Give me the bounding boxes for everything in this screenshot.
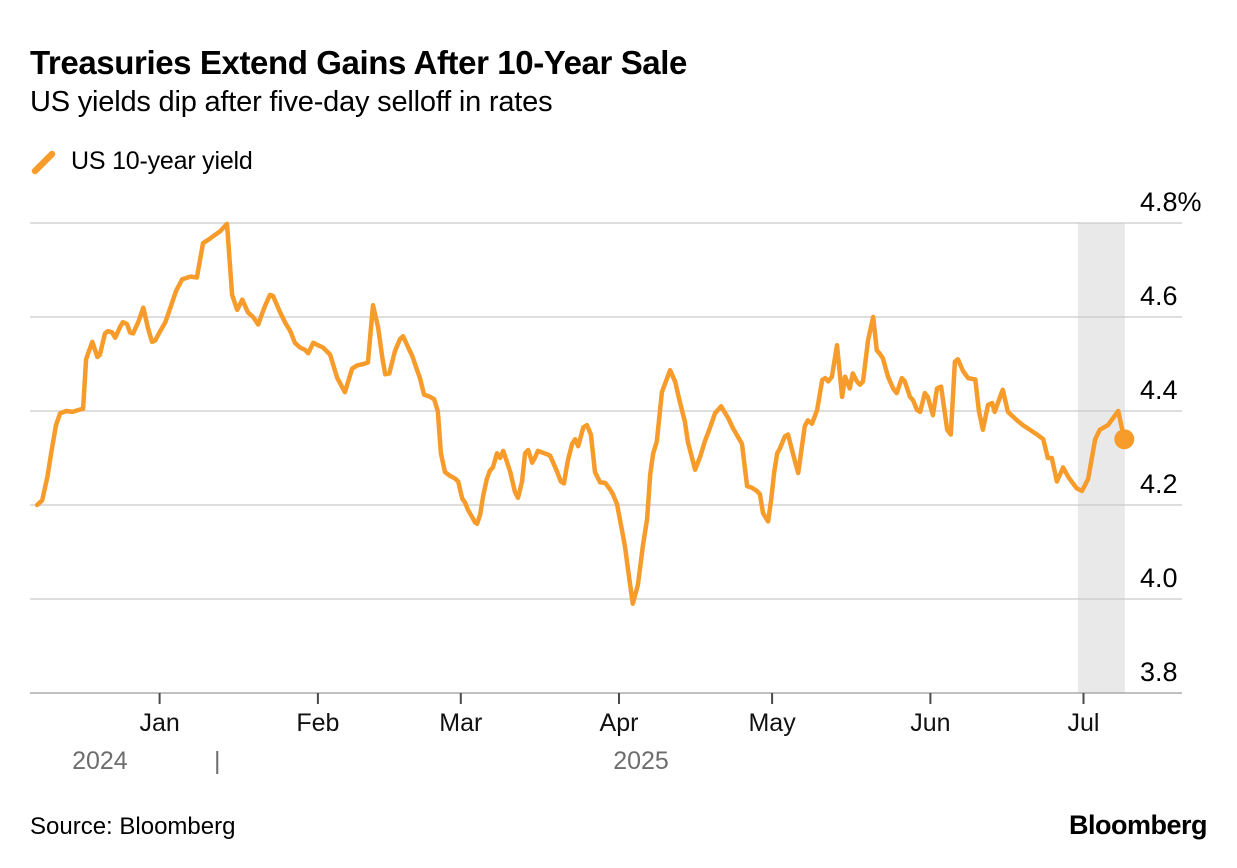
- series-marker-icon: [31, 150, 56, 174]
- series-end-dot: [1114, 429, 1135, 450]
- chart-title: Treasuries Extend Gains After 10-Year Sa…: [30, 44, 687, 81]
- legend: US 10-year yield: [30, 147, 253, 176]
- month-label: Apr: [600, 709, 639, 737]
- chart-subtitle: US yields dip after five-day selloff in …: [30, 86, 553, 118]
- y-axis-label: 4.0: [1140, 563, 1178, 593]
- series-line: [34, 221, 1127, 606]
- year-label: |: [214, 747, 221, 775]
- year-label: 2024: [72, 747, 128, 775]
- highlight-band: [1077, 223, 1125, 693]
- legend-series-label: US 10-year yield: [71, 147, 253, 175]
- month-label: Jan: [139, 709, 179, 737]
- bloomberg-logo: Bloomberg: [1068, 810, 1208, 840]
- month-label: Jun: [910, 709, 950, 737]
- y-axis-label: 4.6: [1140, 281, 1178, 311]
- y-axis-label: 4.4: [1140, 375, 1178, 405]
- month-label: May: [748, 709, 796, 737]
- y-axis-label: 4.8%: [1140, 187, 1202, 217]
- source-note: Source: Bloomberg: [30, 813, 236, 840]
- y-axis-label: 3.8: [1140, 657, 1178, 687]
- month-label: Feb: [296, 709, 339, 737]
- y-axis-label: 4.2: [1140, 469, 1178, 499]
- month-label: Mar: [439, 709, 482, 737]
- series-marker-stroke: [31, 150, 56, 174]
- month-label: Jul: [1068, 709, 1100, 737]
- year-label: 2025: [613, 747, 669, 775]
